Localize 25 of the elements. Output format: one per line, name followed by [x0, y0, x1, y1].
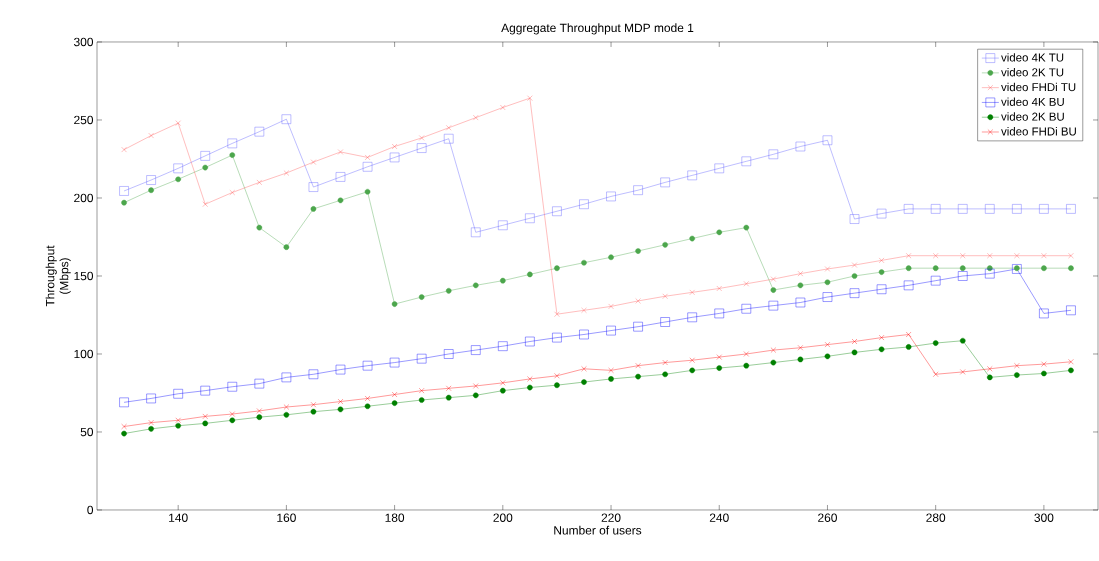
y-tick-label: 50 — [80, 427, 94, 437]
x-tick-label: 160 — [277, 513, 296, 522]
legend-label: video 2K BU — [1001, 112, 1064, 121]
x-tick-label: 280 — [926, 513, 946, 522]
y-tick-label: 150 — [74, 271, 94, 281]
x-tick-label: 220 — [601, 513, 621, 522]
y-tick-label: 0 — [87, 505, 94, 515]
x-tick-label: 180 — [385, 513, 405, 522]
chart-title: Aggregate Throughput MDP mode 1 — [501, 23, 694, 35]
x-tick-label: 300 — [1034, 513, 1054, 522]
legend-label: video 4K BU — [1001, 97, 1064, 106]
legend-label: video FHDi TU — [1001, 82, 1076, 92]
x-tick-label: 200 — [493, 513, 513, 522]
y-tick-label: 100 — [74, 349, 94, 359]
legend-label: video 4K TU — [1001, 53, 1064, 62]
x-axis-title: Number of users — [554, 525, 642, 535]
x-tick-label: 140 — [169, 513, 188, 522]
x-tick-label: 260 — [818, 513, 837, 522]
y-tick-label: 250 — [74, 115, 94, 125]
y-tick-label: 200 — [74, 193, 94, 203]
y-tick-label: 300 — [74, 37, 94, 47]
x-tick-label: 240 — [709, 513, 729, 522]
legend-label: video 2K TU — [1001, 67, 1064, 77]
y-axis-title: Throughput (Mbps) — [45, 245, 71, 307]
legend-label: video FHDi BU — [1001, 127, 1076, 136]
